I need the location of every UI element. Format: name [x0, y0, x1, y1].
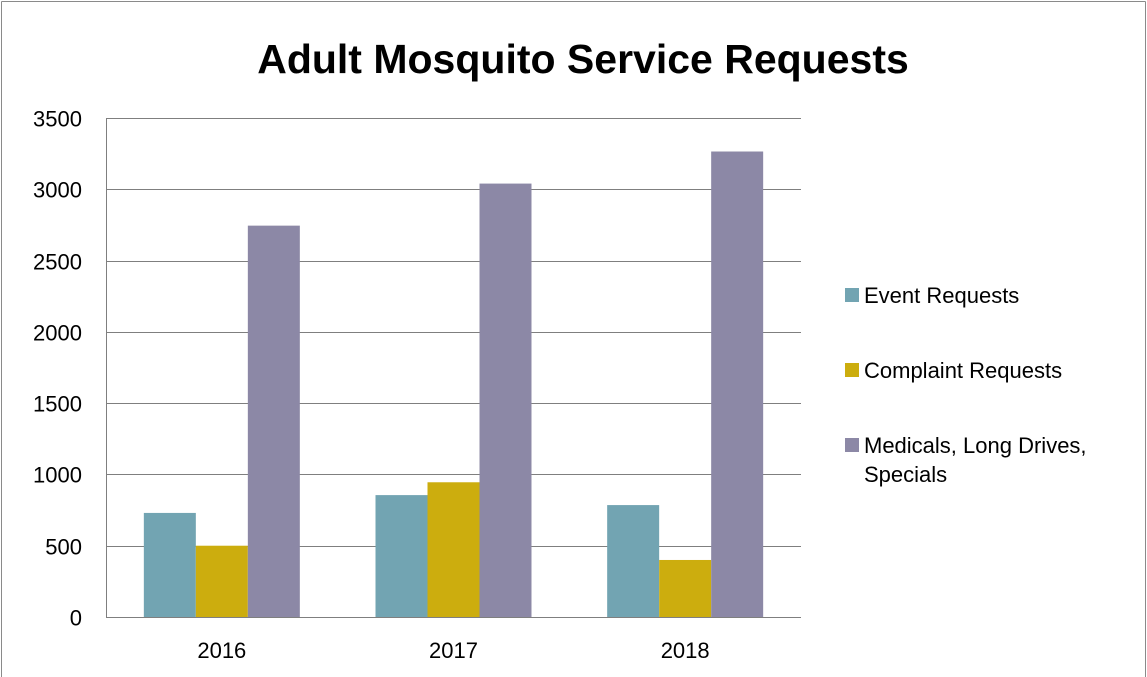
y-tick-label: 2500	[33, 250, 82, 275]
legend: Event Requests Complaint Requests Medicals…	[845, 283, 1087, 487]
bar-2017-1	[427, 482, 480, 617]
y-tick-label: 3000	[33, 178, 82, 203]
y-tick-label: 1000	[33, 463, 82, 488]
legend-label-0: Event Requests	[864, 283, 1019, 308]
legend-label-2: Medicals, Long Drives, Specials	[864, 433, 1087, 487]
y-tick-label: 2000	[33, 321, 82, 346]
bar-2016-0	[143, 512, 196, 617]
legend-label-1: Complaint Requests	[864, 358, 1062, 383]
bar-2018-1	[659, 559, 712, 617]
y-tick-label: 0	[70, 606, 82, 631]
bar-2017-2	[479, 183, 532, 617]
x-tick-label: 2016	[197, 638, 246, 663]
y-tick-label: 3500	[33, 107, 82, 132]
bars	[143, 151, 764, 618]
y-axis-tick-labels: 0 500 1000 1500 2000 2500 3000 3500	[33, 107, 82, 631]
y-tick-label: 1500	[33, 392, 82, 417]
legend-swatch-0	[845, 288, 859, 302]
legend-swatch-1	[845, 363, 859, 377]
bar-2017-0	[375, 495, 428, 617]
bar-2016-2	[247, 225, 300, 618]
x-axis-tick-labels: 2016 2017 2018	[197, 638, 709, 663]
x-tick-label: 2018	[661, 638, 710, 663]
x-tick-label: 2017	[429, 638, 478, 663]
y-tick-label: 500	[45, 535, 82, 560]
bar-2018-2	[711, 151, 764, 618]
legend-swatch-2	[845, 438, 859, 452]
bar-2016-1	[195, 545, 248, 617]
bar-2018-0	[607, 505, 660, 617]
chart-title: Adult Mosquito Service Requests	[257, 36, 909, 82]
